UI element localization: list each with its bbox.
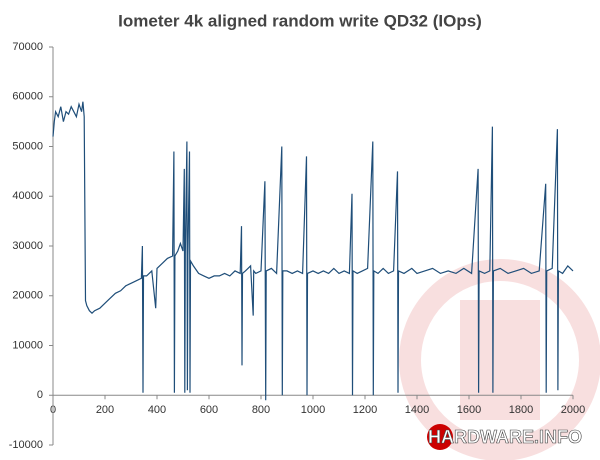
y-tick-label: 20000 <box>12 290 43 302</box>
x-tick-label: 2000 <box>561 404 585 416</box>
x-tick-label: 600 <box>200 404 218 416</box>
y-tick-label: 0 <box>37 389 43 401</box>
x-tick-label: 1400 <box>405 404 429 416</box>
y-tick-label: 70000 <box>12 41 43 53</box>
x-tick-label: 1800 <box>509 404 533 416</box>
x-tick-label: 800 <box>252 404 270 416</box>
chart-title: Iometer 4k aligned random write QD32 (IO… <box>118 11 482 30</box>
y-tick-label: 40000 <box>12 190 43 202</box>
x-tick-label: 400 <box>148 404 166 416</box>
watermark <box>399 259 600 460</box>
x-tick-label: 1200 <box>353 404 377 416</box>
series-line <box>52 101 574 401</box>
x-tick-label: 200 <box>96 404 114 416</box>
logo-text: HARDWARE.INFO <box>428 427 582 447</box>
y-tick-label: 30000 <box>12 240 43 252</box>
x-tick-label: 1000 <box>301 404 325 416</box>
x-tick-label: 1600 <box>457 404 481 416</box>
y-tick-label: 50000 <box>12 140 43 152</box>
logo-icon <box>427 424 453 450</box>
y-tick-label: 60000 <box>12 91 43 103</box>
y-tick-label: -10000 <box>9 439 43 451</box>
y-tick-label: 10000 <box>12 339 43 351</box>
